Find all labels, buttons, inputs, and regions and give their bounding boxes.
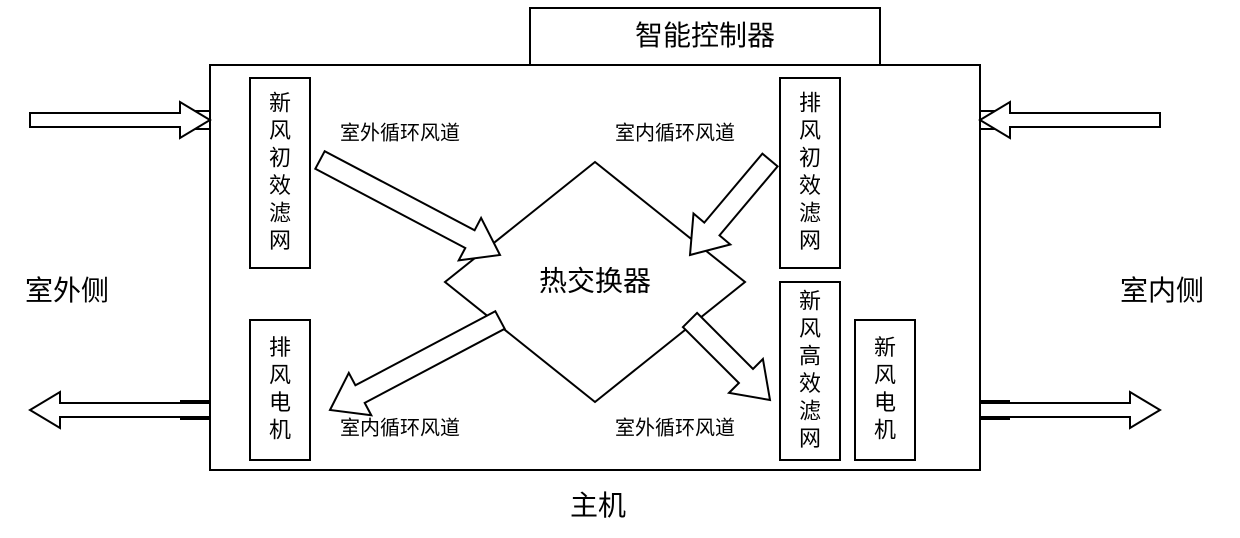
- duct-label-br: 室外循环风道: [615, 417, 735, 440]
- flow-arrow-center-to-br: [683, 313, 770, 400]
- port-br-bar: [980, 418, 1010, 420]
- port-bl-bar: [180, 418, 210, 420]
- inlet-arrow-tl: [30, 102, 210, 138]
- host-label: 主机: [570, 490, 626, 522]
- flow-arrow-center-to-bl: [330, 311, 505, 415]
- port-br-bar: [980, 400, 1010, 402]
- controller-label: 智能控制器: [635, 20, 775, 52]
- flow-arrow-tr-to-center: [690, 154, 778, 255]
- flow-arrow-tl-to-center: [315, 151, 500, 260]
- duct-label-tr: 室内循环风道: [615, 122, 735, 145]
- heat-exchanger-label: 热交换器: [539, 266, 651, 298]
- outlet-arrow-bl: [30, 392, 210, 428]
- inlet-arrow-tr: [980, 102, 1160, 138]
- duct-label-tl: 室外循环风道: [340, 122, 460, 145]
- indoor-side-label: 室内侧: [1120, 275, 1204, 307]
- duct-label-bl: 室内循环风道: [340, 417, 460, 440]
- outlet-arrow-br: [980, 392, 1160, 428]
- port-bl-bar: [180, 400, 210, 402]
- outdoor-side-label: 室外侧: [25, 275, 109, 307]
